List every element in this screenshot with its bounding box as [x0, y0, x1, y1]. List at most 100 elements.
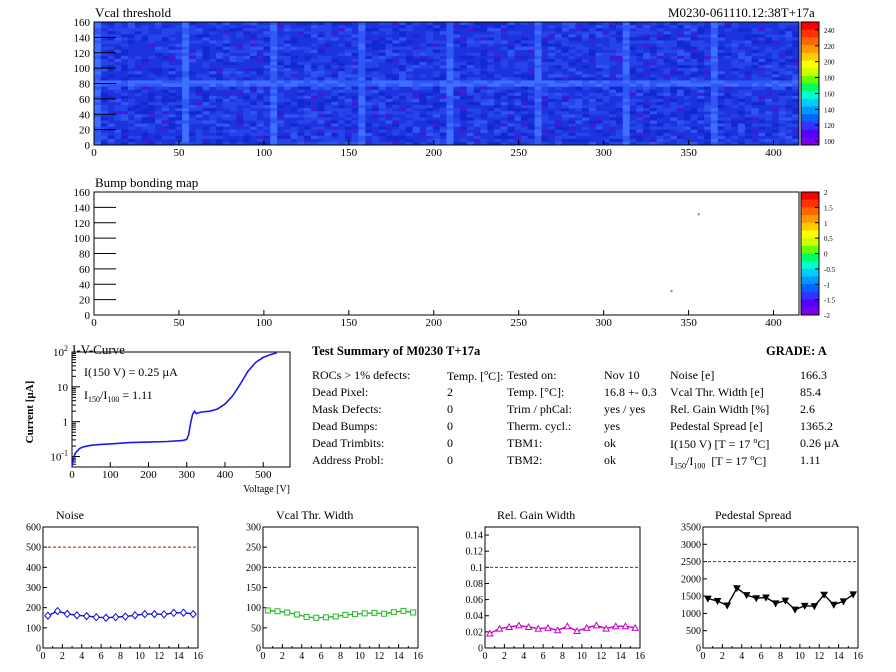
map-cell [541, 40, 549, 44]
map-cell [507, 114, 515, 118]
map-cell [317, 65, 325, 69]
map-cell [270, 89, 278, 94]
map-cell [100, 98, 108, 103]
map-cell [656, 98, 664, 103]
map-cell [534, 28, 542, 32]
map-cell [765, 92, 773, 97]
map-cell [324, 34, 332, 38]
map-cell [751, 80, 759, 84]
map-cell [439, 31, 447, 35]
map-cell [521, 101, 529, 106]
map-cell [527, 89, 535, 94]
map-cell [548, 111, 556, 115]
map-cell [243, 49, 251, 54]
map-cell [426, 132, 434, 137]
map-cell [216, 77, 224, 81]
map-cell [399, 58, 407, 63]
map-cell [121, 108, 129, 112]
map-cell [487, 92, 495, 97]
map-cell [182, 126, 190, 130]
map-cell [229, 28, 237, 32]
map-cell [615, 52, 624, 57]
colorbar-segment [801, 45, 819, 54]
map-cell [195, 120, 203, 124]
map-cell [114, 105, 122, 109]
y-tick-label: 0 [85, 140, 91, 152]
map-cell [222, 117, 230, 121]
map-cell [676, 52, 685, 57]
map-cell [704, 92, 712, 97]
map-cell [426, 58, 434, 63]
map-cell [426, 111, 434, 115]
iv-x-tick-label: 200 [140, 469, 157, 481]
map-cell [595, 126, 603, 130]
map-cell [270, 52, 278, 57]
map-cell [663, 58, 671, 63]
map-cell [351, 138, 359, 143]
map-cell [487, 114, 495, 118]
colorbar-tick-label: 2 [824, 189, 828, 197]
map-cell [378, 43, 386, 47]
map-cell [358, 58, 366, 63]
map-cell [175, 68, 183, 72]
map-cell [609, 138, 617, 143]
map-cell [690, 126, 698, 130]
map-cell [615, 86, 624, 90]
map-cell [216, 68, 224, 72]
map-cell [771, 86, 779, 90]
metric-value: 0.26 µA [800, 436, 840, 450]
map-cell [256, 40, 264, 44]
map-cell [324, 58, 332, 63]
map-cell [304, 86, 312, 90]
map-cell [188, 95, 196, 100]
map-cell [629, 120, 637, 124]
colorbar-segment [801, 307, 819, 316]
map-cell [758, 101, 766, 106]
x-tick-label: 200 [426, 317, 443, 329]
map-cell [338, 80, 346, 84]
map-cell [622, 101, 630, 106]
map-cell [304, 108, 312, 112]
map-cell [575, 138, 583, 143]
map-cell [683, 22, 691, 26]
map-cell [521, 132, 529, 137]
map-cell [141, 31, 149, 35]
map-cell [121, 105, 129, 109]
map-cell [141, 83, 149, 87]
map-cell [480, 83, 488, 87]
map-cell [317, 49, 325, 54]
map-cell [534, 22, 542, 26]
map-cell [371, 141, 380, 146]
map-cell [317, 37, 325, 41]
map-cell [588, 80, 596, 84]
map-cell [487, 123, 495, 127]
map-cell [670, 25, 678, 29]
map-cell [216, 74, 224, 78]
map-cell [670, 117, 678, 121]
y-tick-label: 120 [74, 48, 91, 60]
map-cell [521, 37, 529, 41]
map-cell [351, 95, 359, 100]
map-cell [582, 105, 590, 109]
map-cell [175, 55, 183, 60]
map-cell [161, 105, 169, 109]
map-cell [731, 25, 739, 29]
map-cell [622, 74, 630, 78]
map-cell [114, 86, 122, 90]
map-cell [731, 83, 739, 87]
map-cell [94, 138, 102, 143]
map-cell [690, 52, 698, 57]
map-cell [121, 111, 129, 115]
map-cell [256, 71, 264, 75]
map-cell [595, 61, 603, 66]
map-cell [426, 65, 434, 69]
map-cell [717, 135, 725, 140]
map-cell [521, 92, 529, 97]
map-cell [155, 52, 163, 57]
map-cell [507, 86, 515, 90]
map-cell [690, 43, 698, 47]
pedestal-spread-y-tick-label: 0 [696, 644, 701, 655]
map-cell [548, 126, 556, 130]
map-cell [534, 40, 542, 44]
map-cell [270, 105, 278, 109]
